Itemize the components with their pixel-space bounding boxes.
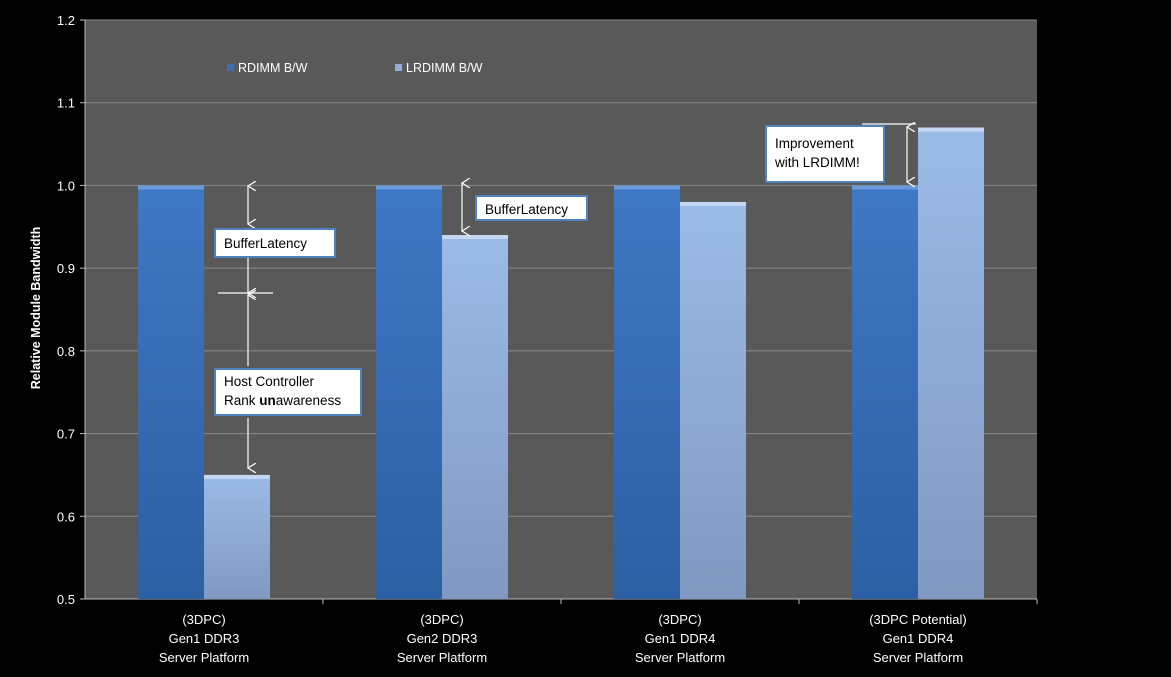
callout-host-controller: Host Controller Rank unawareness (214, 368, 362, 416)
x-category-label: Server Platform (397, 650, 487, 665)
y-tick-label: 1.1 (57, 96, 75, 111)
callout-un-text: un (259, 393, 276, 408)
x-category-label: Gen1 DDR4 (883, 631, 954, 646)
legend: RDIMM B/W LRDIMM B/W (227, 61, 483, 75)
callout-buffer-latency-1-text: BufferLatency (224, 236, 308, 251)
x-category-label: (3DPC Potential) (869, 612, 967, 627)
bar-top-highlight (442, 235, 508, 240)
y-tick-label: 0.7 (57, 427, 75, 442)
x-category-label: Server Platform (635, 650, 725, 665)
legend-label-rdimm: RDIMM B/W (238, 61, 308, 75)
y-tick-label: 0.5 (57, 592, 75, 607)
callout-buffer-latency-2-text: BufferLatency (485, 202, 569, 217)
callout-awareness-text: awareness (275, 393, 342, 408)
bar-rdimm-3 (614, 185, 680, 599)
bars (138, 127, 984, 600)
callout-buffer-latency-1: BufferLatency (214, 228, 336, 258)
x-category-label: Gen2 DDR3 (407, 631, 478, 646)
x-category-label: (3DPC) (420, 612, 463, 627)
bar-rdimm-1 (138, 185, 204, 599)
legend-label-lrdimm: LRDIMM B/W (406, 61, 483, 75)
x-category-label: Server Platform (159, 650, 249, 665)
x-axis-labels: (3DPC) Gen1 DDR3 Server Platform (3DPC) Gen2… (159, 612, 967, 665)
x-category-label: Server Platform (873, 650, 963, 665)
legend-swatch-rdimm (227, 64, 234, 71)
legend-item-lrdimm: LRDIMM B/W (395, 61, 483, 75)
y-tick-label: 0.9 (57, 261, 75, 276)
bar-lrdimm-4 (918, 127, 984, 600)
callout-host-controller-line2: Rank unawareness (224, 391, 352, 410)
bar-lrdimm-3 (680, 201, 746, 599)
bar-top-highlight (918, 127, 984, 132)
bar-top-highlight (680, 201, 746, 206)
bar-top-highlight (376, 185, 442, 190)
bar-lrdimm-2 (442, 235, 508, 600)
legend-item-rdimm: RDIMM B/W (227, 61, 308, 75)
x-category-label: (3DPC) (658, 612, 701, 627)
y-tick-label: 0.8 (57, 344, 75, 359)
x-category-label: Gen1 DDR4 (645, 631, 716, 646)
bar-top-highlight (614, 185, 680, 190)
callout-improvement: Improvement with LRDIMM! (765, 125, 885, 183)
callout-rank-text: Rank (224, 393, 260, 408)
y-axis-title: Relative Module Bandwidth (29, 227, 43, 390)
legend-swatch-lrdimm (395, 64, 402, 71)
bar-rdimm-2 (376, 185, 442, 599)
y-tick-label: 1.2 (57, 13, 75, 28)
x-category-label: (3DPC) (182, 612, 225, 627)
bar-top-highlight (852, 185, 918, 190)
y-tick-label: 1.0 (57, 178, 75, 193)
y-tick-label: 0.6 (57, 509, 75, 524)
callout-improvement-line2: with LRDIMM! (775, 155, 860, 170)
bar-rdimm-4 (852, 185, 918, 599)
bar-lrdimm-1 (204, 474, 270, 599)
callout-improvement-line1: Improvement (775, 136, 854, 151)
callout-buffer-latency-2: BufferLatency (475, 195, 588, 221)
x-category-label: Gen1 DDR3 (169, 631, 240, 646)
bar-top-highlight (138, 185, 204, 190)
callout-host-controller-line1: Host Controller (224, 374, 315, 389)
annotation-arrows (218, 124, 916, 468)
bar-top-highlight (204, 474, 270, 479)
